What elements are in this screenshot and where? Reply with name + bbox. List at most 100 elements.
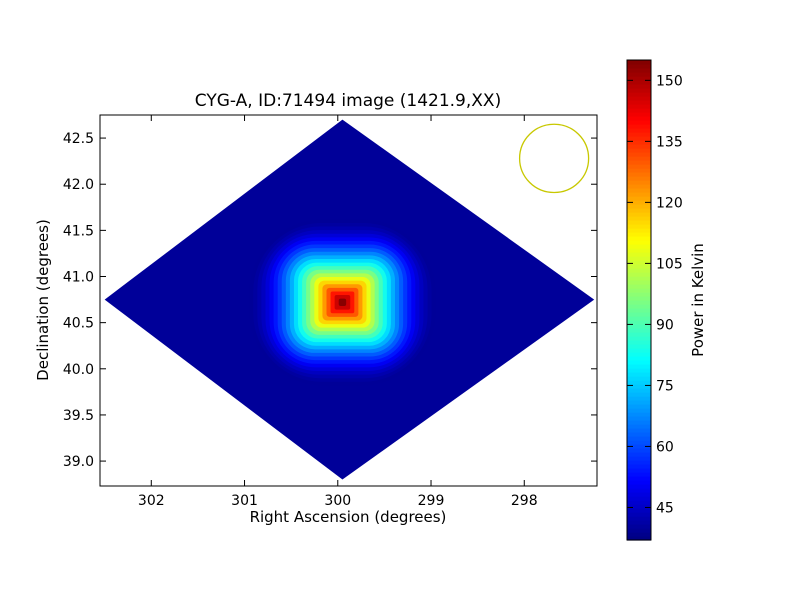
colorbar-tick-label: 45 <box>656 500 674 516</box>
colorbar-segment <box>627 156 651 161</box>
heatmap-image <box>104 119 595 480</box>
colorbar-segment <box>627 184 651 189</box>
colorbar-segment <box>627 500 651 505</box>
colorbar-segment <box>627 316 651 321</box>
y-tick-label: 39.5 <box>63 408 94 424</box>
colorbar-segment <box>627 80 651 85</box>
colorbar-segment <box>627 412 651 417</box>
y-tick-label: 41.0 <box>63 270 94 286</box>
colorbar-segment <box>627 268 651 273</box>
colorbar-segment <box>627 380 651 385</box>
colorbar-segment <box>627 272 651 277</box>
colorbar-segment <box>627 312 651 317</box>
colorbar-segment <box>627 420 651 425</box>
colorbar-segment <box>627 456 651 461</box>
colorbar-frame <box>626 59 652 541</box>
colorbar-segment <box>627 144 651 149</box>
colorbar-segment <box>627 504 651 509</box>
colorbar-tick-label: 135 <box>656 134 683 150</box>
colorbar-segment <box>627 200 651 205</box>
beam-circle-layer <box>518 123 590 194</box>
colorbar-segment <box>627 532 651 537</box>
colorbar-segment <box>627 264 651 269</box>
colorbar-segment <box>627 428 651 433</box>
colorbar-segment <box>627 516 651 521</box>
colorbar-segment <box>627 176 651 181</box>
colorbar-segment <box>627 68 651 73</box>
colorbar-segment <box>627 356 651 361</box>
x-tick-label: 299 <box>418 493 445 509</box>
colorbar-segment <box>627 72 651 77</box>
colorbar-segment <box>627 436 651 441</box>
colorbar-segment <box>627 496 651 501</box>
colorbar-segment <box>627 112 651 117</box>
colorbar-segment <box>627 408 651 413</box>
colorbar-segment <box>627 480 651 485</box>
colorbar-segment <box>627 108 651 113</box>
colorbar-segment <box>627 128 651 133</box>
colorbar-segment <box>627 536 651 541</box>
colorbar-segment <box>627 60 651 65</box>
colorbar-segment <box>627 328 651 333</box>
colorbar-segment <box>627 116 651 121</box>
colorbar-segment <box>627 288 651 293</box>
colorbar-label: Power in Kelvin <box>689 243 707 357</box>
colorbar-segment <box>627 204 651 209</box>
colorbar-segment <box>627 304 651 309</box>
x-tick-label: 300 <box>324 493 351 509</box>
colorbar-segment <box>627 284 651 289</box>
x-axis: 302 301 300 299 298 <box>138 115 538 509</box>
colorbar-segment <box>627 336 651 341</box>
colorbar-tick-label: 105 <box>656 256 683 272</box>
colorbar-segment <box>627 192 651 197</box>
x-axis-label: Right Ascension (degrees) <box>250 508 447 526</box>
colorbar-segment <box>627 492 651 497</box>
y-tick-label: 42.5 <box>63 131 94 147</box>
colorbar-segment <box>627 484 651 489</box>
colorbar-segment <box>627 232 651 237</box>
colorbar-tick-label: 60 <box>656 439 674 455</box>
colorbar-segment <box>627 168 651 173</box>
x-tick-label: 298 <box>511 493 538 509</box>
colorbar-segment <box>627 404 651 409</box>
colorbar-segment <box>627 392 651 397</box>
colorbar-segment <box>627 124 651 129</box>
colorbar-segment <box>627 368 651 373</box>
colorbar-segment <box>627 432 651 437</box>
colorbar-segment <box>627 88 651 93</box>
y-tick-label: 41.5 <box>63 223 94 239</box>
colorbar-segment <box>627 224 651 229</box>
colorbar-segment <box>627 396 651 401</box>
y-tick-label: 39.0 <box>63 454 94 470</box>
colorbar-segment <box>627 332 651 337</box>
colorbar-segment <box>627 104 651 109</box>
colorbar-segment <box>627 348 651 353</box>
colorbar-segment <box>627 208 651 213</box>
colorbar-segment <box>627 376 651 381</box>
colorbar-segment <box>627 320 651 325</box>
colorbar-segment <box>627 280 651 285</box>
colorbar-segment <box>627 240 651 245</box>
colorbar-segment <box>627 276 651 281</box>
colorbar-segment <box>627 360 651 365</box>
colorbar-segment <box>627 372 651 377</box>
colorbar-segment <box>627 220 651 225</box>
colorbar-segment <box>627 152 651 157</box>
colorbar-segment <box>627 488 651 493</box>
colorbar-segment <box>627 160 651 165</box>
colorbar-segment <box>627 76 651 81</box>
colorbar-segment <box>627 244 651 249</box>
colorbar-segment <box>627 476 651 481</box>
colorbar-segment <box>627 400 651 405</box>
colorbar-segment <box>627 252 651 257</box>
colorbar-segment <box>627 464 651 469</box>
colorbar-segment <box>627 344 651 349</box>
colorbar-segment <box>627 340 651 345</box>
colorbar-segment <box>627 384 651 389</box>
colorbar-segment <box>627 196 651 201</box>
colorbar-segment <box>627 188 651 193</box>
colorbar-tick-label: 120 <box>656 195 683 211</box>
colorbar-segment <box>627 172 651 177</box>
colorbar-segment <box>627 120 651 125</box>
